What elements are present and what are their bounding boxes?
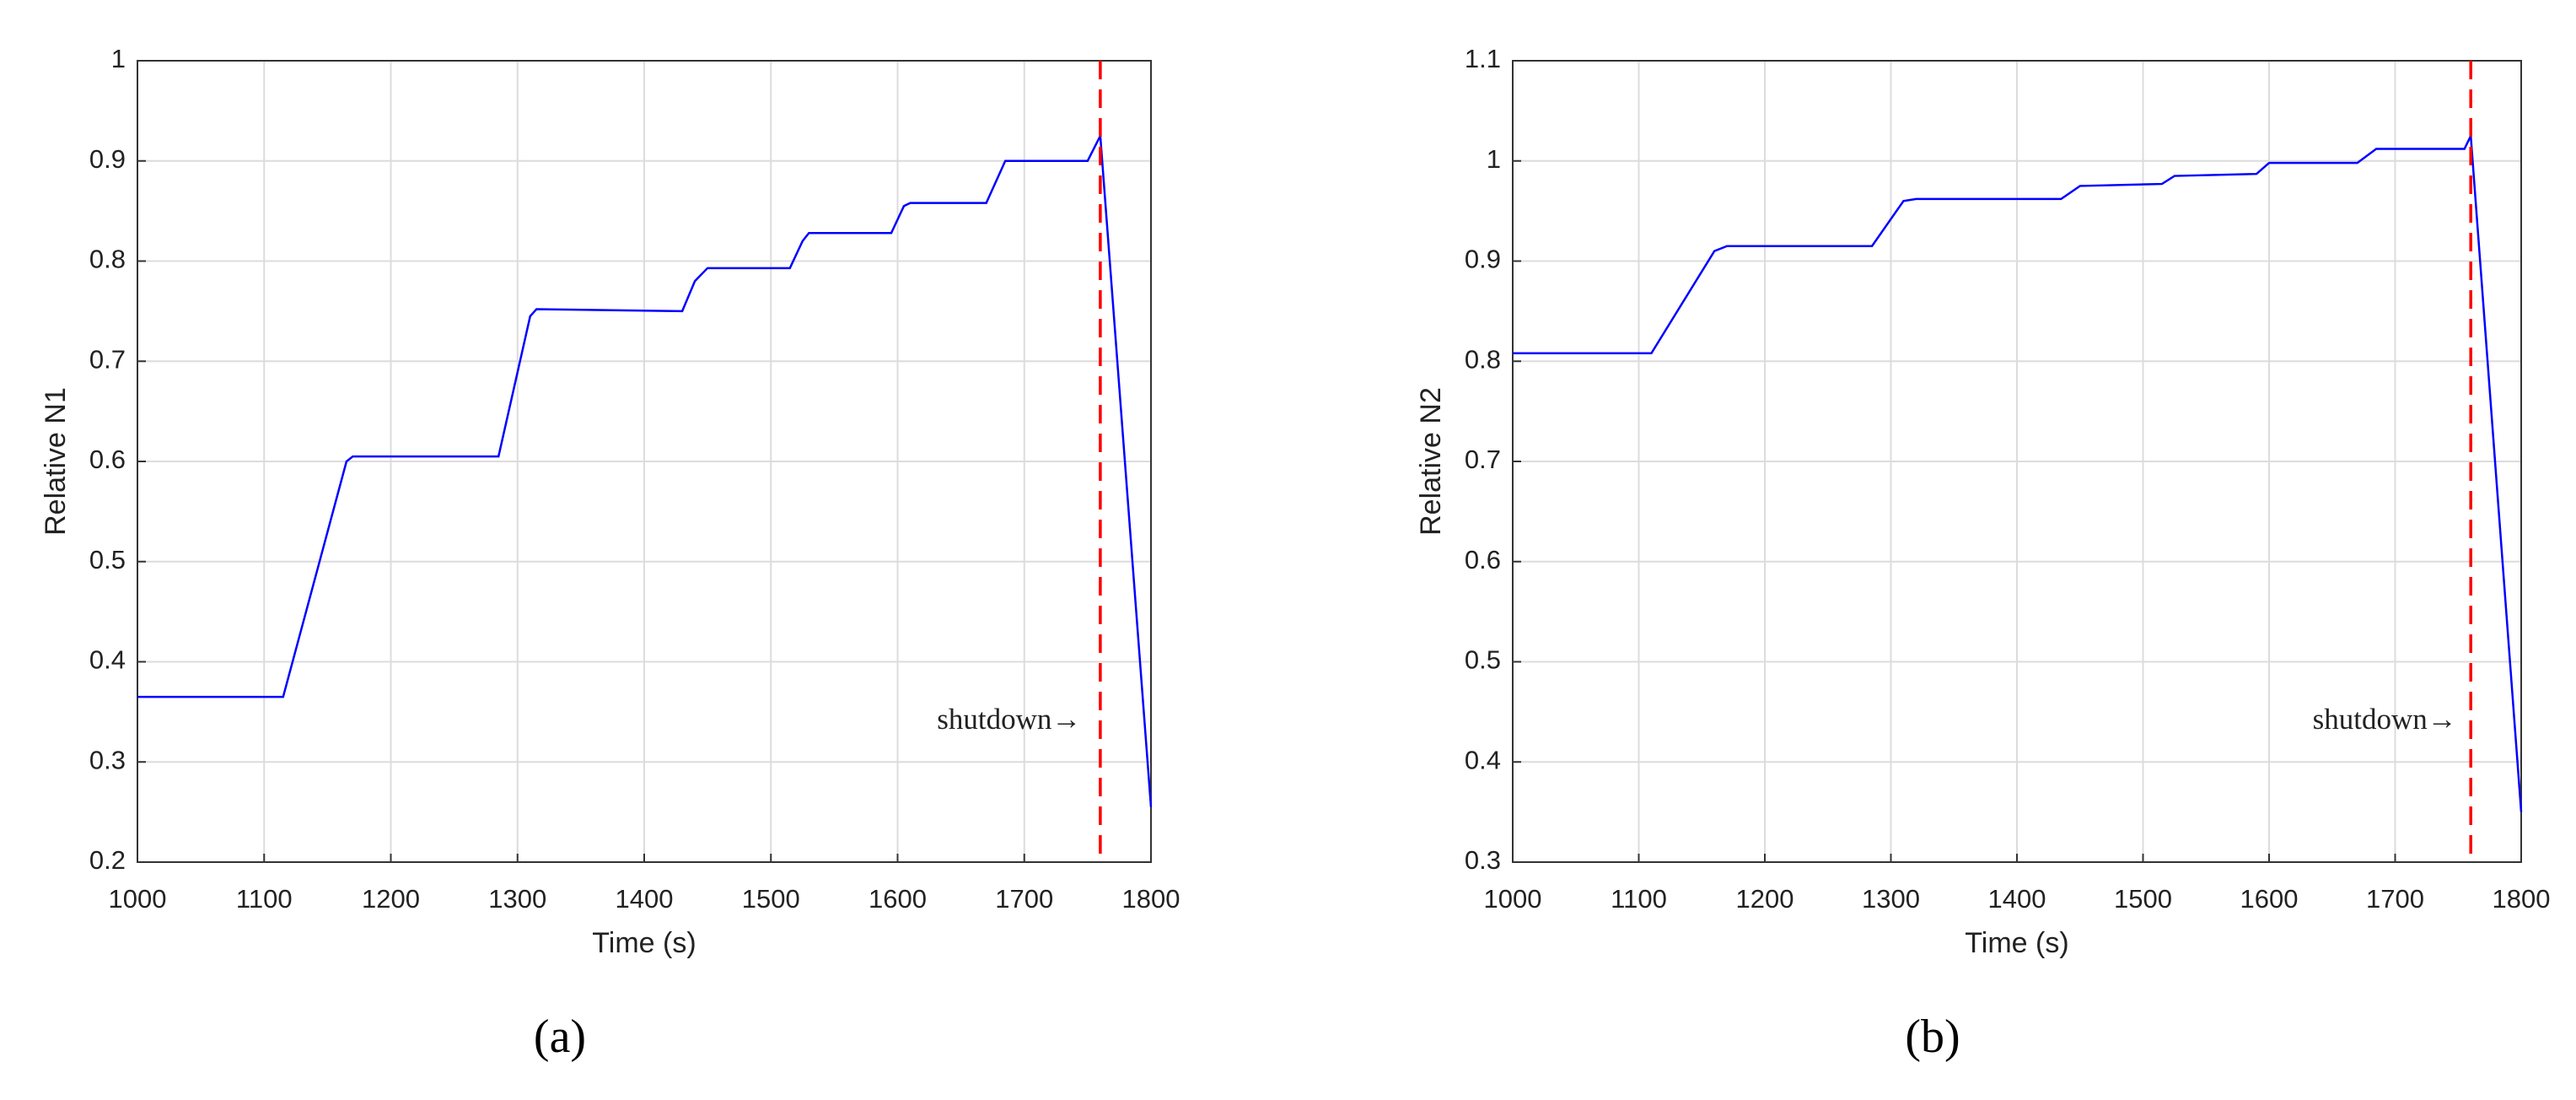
x-tick-label: 1000 (1484, 884, 1542, 914)
y-tick-label: 0.6 (89, 445, 126, 474)
y-tick-label: 0.7 (1465, 445, 1501, 474)
x-axis-label: Time (s) (592, 927, 696, 959)
y-tick-label: 1 (111, 44, 126, 73)
x-tick-label: 1300 (488, 884, 546, 914)
x-tick-label: 1300 (1862, 884, 1920, 914)
data-line (137, 132, 1153, 807)
y-tick-label: 0.9 (1465, 245, 1501, 274)
x-tick-label: 1800 (2493, 884, 2551, 914)
y-tick-label: 0.8 (1465, 344, 1501, 374)
panel-label: (b) (1905, 1011, 1960, 1063)
y-tick-label: 0.7 (89, 344, 126, 374)
y-tick-label: 0.6 (1465, 545, 1501, 574)
x-tick-label: 1000 (109, 884, 167, 914)
x-tick-label: 1600 (2240, 884, 2299, 914)
x-tick-label: 1800 (1122, 884, 1180, 914)
y-tick-label: 0.4 (89, 645, 126, 675)
annotation: shutdown→ (937, 703, 1081, 736)
y-tick-label: 0.5 (89, 545, 126, 574)
y-tick-label: 0.8 (89, 245, 126, 274)
x-tick-label: 1400 (616, 884, 674, 914)
y-tick-label: 0.2 (89, 845, 126, 875)
x-tick-label: 1100 (236, 884, 293, 914)
panel-label: (a) (534, 1011, 586, 1063)
x-axis-label: Time (s) (1965, 927, 2068, 959)
y-tick-label: 0.9 (89, 144, 126, 174)
plot-frame (1512, 60, 2522, 863)
x-tick-label: 1700 (995, 884, 1053, 914)
data-line (1513, 132, 2523, 812)
annotation: shutdown→ (2313, 703, 2457, 736)
y-tick-label: 0.3 (89, 745, 126, 774)
x-tick-label: 1100 (1611, 884, 1667, 914)
x-tick-label: 1200 (362, 884, 420, 914)
x-tick-label: 1500 (742, 884, 800, 914)
plot-frame (137, 60, 1152, 863)
y-tick-label: 0.3 (1465, 845, 1501, 875)
x-tick-label: 1200 (1736, 884, 1794, 914)
y-axis-label: Relative N2 (1415, 387, 1447, 536)
x-tick-label: 1700 (2366, 884, 2424, 914)
x-tick-label: 1600 (869, 884, 927, 914)
y-tick-label: 0.4 (1465, 745, 1501, 774)
y-tick-label: 1.1 (1465, 44, 1501, 73)
y-tick-label: 0.5 (1465, 645, 1501, 675)
y-axis-label: Relative N1 (40, 387, 72, 536)
y-tick-label: 1 (1487, 144, 1501, 174)
x-tick-label: 1500 (2114, 884, 2172, 914)
x-tick-label: 1400 (1988, 884, 2046, 914)
